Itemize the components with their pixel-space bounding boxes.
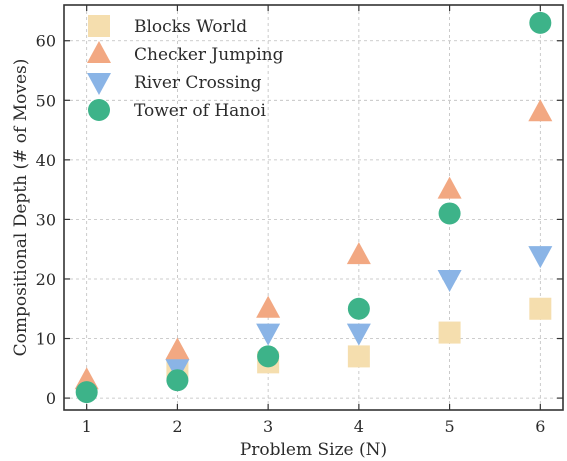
data-point bbox=[256, 323, 281, 346]
data-point bbox=[347, 297, 370, 320]
data-point bbox=[346, 323, 371, 346]
y-axis-label: Compositional Depth (# of Moves) bbox=[11, 59, 31, 357]
x-tick-label: 2 bbox=[172, 417, 182, 436]
data-point bbox=[529, 11, 552, 34]
series-1 bbox=[74, 99, 553, 390]
data-layer bbox=[74, 11, 553, 404]
data-point bbox=[257, 345, 280, 368]
y-tick-label: 40 bbox=[36, 151, 56, 170]
legend-marker bbox=[88, 99, 110, 121]
y-tick-label: 20 bbox=[36, 270, 56, 289]
data-point bbox=[256, 295, 281, 318]
x-tick-label: 4 bbox=[354, 417, 364, 436]
y-tick-label: 0 bbox=[46, 389, 56, 408]
data-point bbox=[438, 202, 461, 225]
data-point bbox=[75, 381, 98, 404]
legend-marker bbox=[87, 41, 111, 63]
legend-item: Blocks World bbox=[88, 15, 247, 37]
data-point bbox=[438, 321, 461, 344]
x-tick-label: 1 bbox=[82, 417, 92, 436]
data-point bbox=[347, 345, 370, 368]
legend-item: Tower of Hanoi bbox=[88, 99, 266, 121]
y-tick-label: 60 bbox=[36, 32, 56, 51]
x-tick-label: 5 bbox=[444, 417, 454, 436]
y-tick-label: 50 bbox=[36, 91, 56, 110]
y-tick-label: 30 bbox=[36, 210, 56, 229]
data-point bbox=[166, 369, 189, 392]
x-axis-label: Problem Size (N) bbox=[240, 440, 387, 460]
y-tick-label: 10 bbox=[36, 330, 56, 349]
data-point bbox=[437, 269, 462, 292]
data-point bbox=[528, 99, 553, 122]
legend-label: Blocks World bbox=[134, 17, 247, 37]
x-tick-label: 6 bbox=[535, 417, 545, 436]
series-2 bbox=[165, 246, 553, 382]
x-tick-label: 3 bbox=[263, 417, 273, 436]
grid-layer bbox=[64, 5, 563, 410]
data-point bbox=[437, 176, 462, 199]
legend-marker bbox=[87, 73, 111, 95]
legend-label: Checker Jumping bbox=[134, 45, 284, 65]
series-3 bbox=[75, 11, 552, 404]
legend: Blocks World Checker Jumping River Crossin… bbox=[87, 15, 284, 121]
data-point bbox=[346, 242, 371, 265]
data-point bbox=[165, 337, 190, 360]
data-point bbox=[528, 246, 553, 269]
legend-item: River Crossing bbox=[87, 73, 262, 95]
legend-label: River Crossing bbox=[134, 73, 262, 93]
plot-frame bbox=[63, 4, 564, 411]
data-point bbox=[529, 297, 552, 320]
legend-label: Tower of Hanoi bbox=[134, 101, 266, 121]
legend-marker bbox=[88, 15, 110, 37]
legend-item: Checker Jumping bbox=[87, 41, 284, 65]
